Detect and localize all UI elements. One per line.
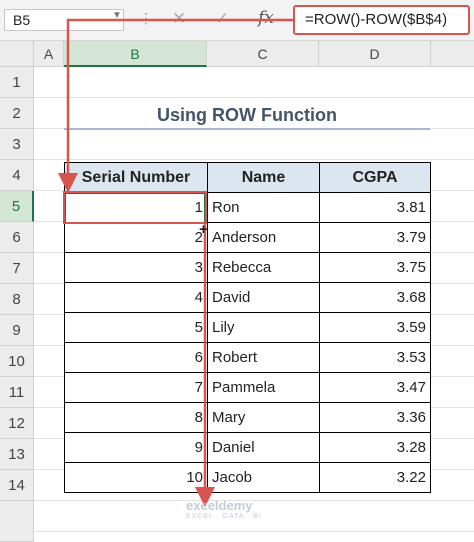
formula-bar: B5 ▼ ⋮ ✕ ✓ fx =ROW()-ROW($B$4) [0,0,474,41]
watermark-logo: exceldemy EXCEL · DATA · BI [186,498,262,520]
table-row: 7 Pammela 3.47 [64,372,431,403]
cell-name[interactable]: Jacob [207,462,320,493]
table-row: 1 Ron 3.81 [64,192,431,223]
cell-name[interactable]: Anderson [207,222,320,253]
chevron-down-icon[interactable]: ▼ [112,10,122,21]
table-row: 10 Jacob 3.22 [64,462,431,493]
cell-cgpa[interactable]: 3.47 [319,372,431,403]
watermark-brand: exceldemy [186,498,253,513]
row-header-13[interactable]: 13 [0,439,34,470]
row-header-8[interactable]: 8 [0,284,34,315]
cell-serial[interactable]: 6 [64,342,208,373]
cell-cgpa[interactable]: 3.22 [319,462,431,493]
cell-name[interactable]: David [207,282,320,313]
data-table: Serial Number Name CGPA 1 Ron 3.81 2 Anderso… [64,162,431,493]
cell-serial[interactable]: 10 [64,462,208,493]
cell-name[interactable]: Daniel [207,432,320,463]
cell-serial[interactable]: 5 [64,312,208,343]
row-header-3[interactable]: 3 [0,129,34,160]
formula-input[interactable]: =ROW()-ROW($B$4) [293,5,470,35]
table-row: 2 Anderson 3.79 [64,222,431,253]
row-header-6[interactable]: 6 [0,222,34,253]
cell-serial[interactable]: 9 [64,432,208,463]
sheet-title[interactable]: Using ROW Function [64,102,430,130]
watermark-tagline: EXCEL · DATA · BI [186,513,262,520]
more-options-icon[interactable]: ⋮ [139,10,153,26]
row-header-9[interactable]: 9 [0,315,34,346]
table-row: 3 Rebecca 3.75 [64,252,431,283]
column-header-c[interactable]: C [207,41,319,67]
cell-cgpa[interactable]: 3.79 [319,222,431,253]
row-header-5[interactable]: 5 [0,191,34,222]
row-header-7[interactable]: 7 [0,253,34,284]
insert-function-icon[interactable]: fx [258,8,274,28]
row-header-12[interactable]: 12 [0,408,34,439]
cell-serial[interactable]: 8 [64,402,208,433]
row-header-1[interactable]: 1 [0,67,34,98]
cell-name[interactable]: Pammela [207,372,320,403]
column-header-b[interactable]: B [64,41,207,67]
column-header-d[interactable]: D [319,41,431,67]
cell-name[interactable]: Mary [207,402,320,433]
column-header-a[interactable]: A [34,41,64,67]
cell-name[interactable]: Lily [207,312,320,343]
row-header-empty [0,501,34,542]
cell-serial[interactable]: 3 [64,252,208,283]
select-all-corner[interactable] [0,41,34,67]
table-row: 9 Daniel 3.28 [64,432,431,463]
row-header-10[interactable]: 10 [0,346,34,377]
cell-cgpa[interactable]: 3.68 [319,282,431,313]
cell-cgpa[interactable]: 3.28 [319,432,431,463]
cell-name[interactable]: Ron [207,192,320,223]
row-header-4[interactable]: 4 [0,160,34,191]
header-cgpa[interactable]: CGPA [319,162,431,193]
row-header-11[interactable]: 11 [0,377,34,408]
table-row: 5 Lily 3.59 [64,312,431,343]
highlight-box [63,191,207,224]
cell-cgpa[interactable]: 3.53 [319,342,431,373]
row-header-2[interactable]: 2 [0,98,34,129]
enter-icon[interactable]: ✓ [215,9,230,28]
column-header-empty [431,41,474,67]
cell-cgpa[interactable]: 3.81 [319,192,431,223]
cell-serial[interactable]: 4 [64,282,208,313]
fill-handle-cursor-icon: + [199,221,208,238]
table-row: 4 David 3.68 [64,282,431,313]
cancel-icon[interactable]: ✕ [172,9,187,28]
formula-to-header-arrow [58,18,293,193]
header-name[interactable]: Name [207,162,320,193]
header-serial-number[interactable]: Serial Number [64,162,208,193]
row-header-14[interactable]: 14 [0,470,34,501]
